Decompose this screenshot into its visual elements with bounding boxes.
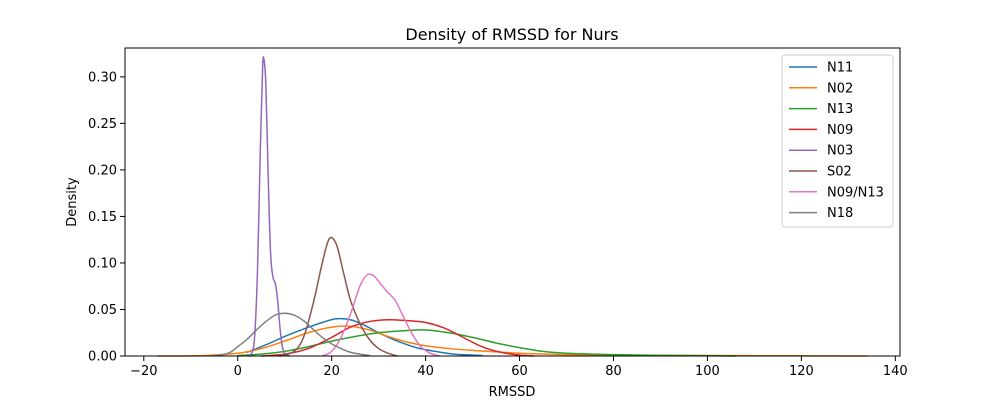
y-tick-label: 0.25	[88, 117, 117, 132]
y-tick-label: 0.30	[88, 70, 117, 85]
x-tick-label: 20	[323, 364, 340, 379]
y-tick-label: 0.15	[88, 210, 117, 225]
legend: N11 N02 N13 N09 N03 S02 N09/N13 N18	[781, 54, 894, 228]
series-line-n03	[248, 56, 291, 357]
x-axis: −20 0 20 40 60 80 100 120 140	[130, 356, 908, 379]
series-line-n09	[260, 318, 535, 357]
legend-label-s02: S02	[827, 165, 852, 180]
series-line-n02	[157, 325, 868, 357]
x-tick-label: 80	[605, 364, 622, 379]
legend-box	[781, 54, 894, 228]
x-tick-label: 60	[511, 364, 528, 379]
x-tick-label: 40	[417, 364, 434, 379]
x-tick-label: 120	[789, 364, 814, 379]
y-tick-label: 0.10	[88, 256, 117, 271]
series-line-n11	[246, 317, 483, 357]
chart-title: Density of RMSSD for Nurs	[405, 25, 618, 44]
x-tick-label: −20	[130, 364, 157, 379]
y-axis: 0.00 0.05 0.10 0.15 0.20 0.25 0.30	[88, 70, 125, 365]
x-axis-label: RMSSD	[489, 385, 536, 400]
plot-frame	[124, 47, 901, 357]
legend-label-n02: N02	[827, 81, 853, 96]
legend-label-n13: N13	[827, 102, 853, 117]
legend-label-n18: N18	[827, 206, 853, 221]
series-line-n18	[213, 312, 370, 357]
y-tick-label: 0.20	[88, 163, 117, 178]
series-line-s02	[279, 236, 399, 357]
x-tick-label: 0	[234, 364, 242, 379]
x-tick-label: 140	[883, 364, 908, 379]
y-tick-label: 0.00	[88, 350, 117, 365]
x-tick-label: 100	[695, 364, 720, 379]
legend-label-n11: N11	[827, 61, 853, 76]
y-axis-label: Density	[65, 177, 80, 227]
legend-label-n09: N09	[827, 123, 853, 138]
y-tick-label: 0.05	[88, 303, 117, 318]
series-group	[157, 56, 868, 357]
legend-label-n03: N03	[827, 144, 853, 159]
series-line-n13	[236, 329, 737, 357]
legend-label-n09-n13: N09/N13	[827, 185, 884, 200]
series-line-n09-n13	[321, 273, 441, 357]
